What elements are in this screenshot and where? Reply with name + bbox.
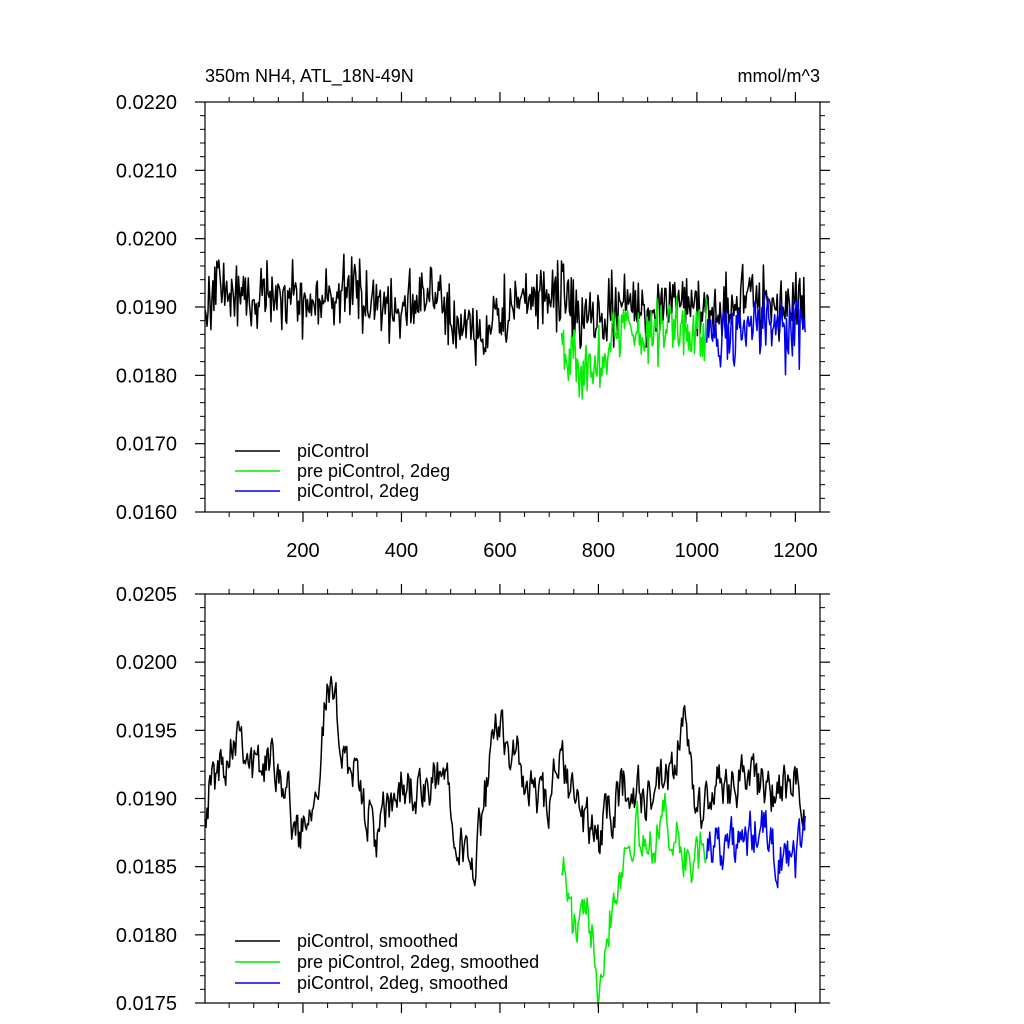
- legend-label: piControl, 2deg, smoothed: [297, 973, 508, 993]
- series-line-0: [204, 253, 806, 366]
- bottom-chart: 0.0175 0.0180 0.0185 0.0190 0.0195 0.0200 0.02…: [116, 584, 830, 1015]
- x-tick-label: 200: [286, 540, 319, 562]
- x-tick-label: 400: [385, 540, 418, 562]
- y-tick-label: 0.0180: [116, 365, 177, 387]
- y-tick-label: 0.0205: [116, 584, 177, 606]
- y-tick-label: 0.0210: [116, 160, 177, 182]
- legend-label: piControl, 2deg: [297, 481, 419, 501]
- y-tick-label: 0.0195: [116, 720, 177, 742]
- x-tick-label: 1200: [773, 540, 818, 562]
- series-line-1: [560, 295, 708, 400]
- legend-label: piControl: [297, 441, 369, 461]
- legend-label: pre piControl, 2deg: [297, 461, 450, 481]
- y-tick-label: 0.0220: [116, 92, 177, 114]
- y-tick-label: 0.0200: [116, 652, 177, 674]
- x-tick-label: 600: [483, 540, 516, 562]
- legend-label: piControl, smoothed: [297, 931, 458, 951]
- units-label: mmol/m^3: [738, 66, 820, 86]
- y-tick-label: 0.0200: [116, 229, 177, 251]
- series-line-2: [705, 809, 806, 889]
- y-tick-label: 0.0190: [116, 297, 177, 319]
- series-line-1: [560, 792, 708, 1008]
- series-line-0: [204, 675, 806, 887]
- y-tick-label: 0.0160: [116, 502, 177, 524]
- y-tick-label: 0.0180: [116, 925, 177, 947]
- y-tick-label: 0.0190: [116, 789, 177, 811]
- series-line-2: [705, 291, 806, 376]
- y-tick-label: 0.0170: [116, 434, 177, 456]
- y-tick-label: 0.0185: [116, 857, 177, 879]
- x-tick-label: 800: [582, 540, 615, 562]
- top-chart: 350m NH4, ATL_18N-49N mmol/m^3 0.0160 0.017…: [116, 66, 830, 562]
- legend-label: pre piControl, 2deg, smoothed: [297, 952, 539, 972]
- y-tick-label: 0.0175: [116, 993, 177, 1015]
- chart-title: 350m NH4, ATL_18N-49N: [205, 66, 414, 87]
- x-tick-label: 1000: [675, 540, 720, 562]
